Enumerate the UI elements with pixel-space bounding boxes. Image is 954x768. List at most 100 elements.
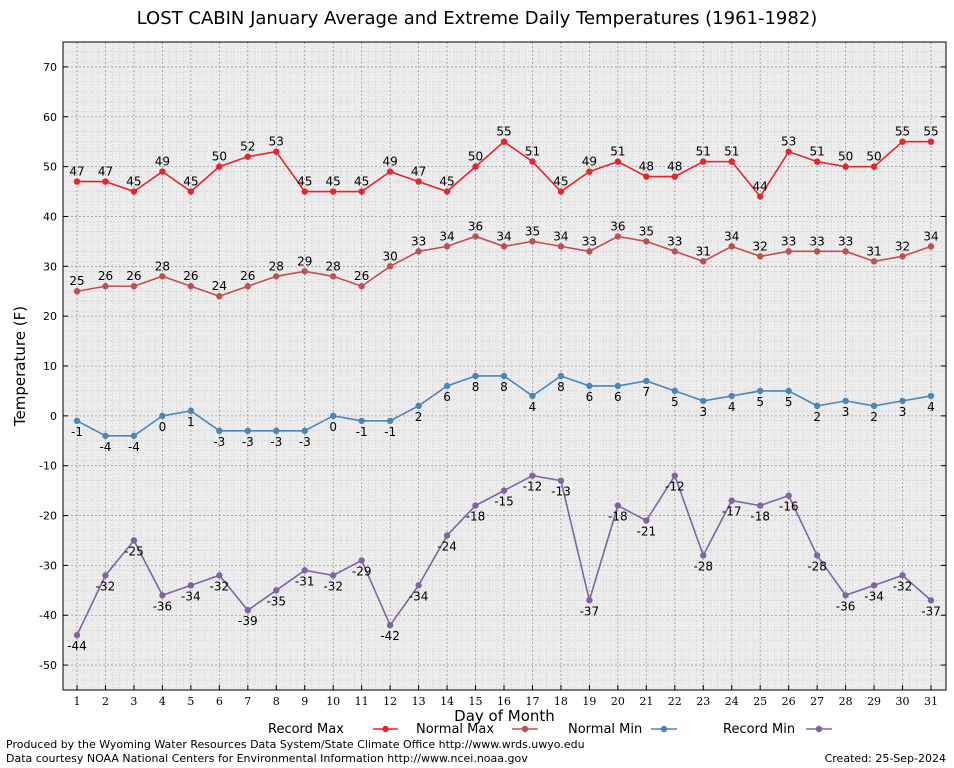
data-label: -13 (551, 485, 571, 499)
data-label: -25 (124, 544, 144, 558)
data-point (472, 233, 479, 240)
data-label: 45 (126, 175, 141, 189)
data-point (500, 372, 508, 380)
series-record-max: 47 47 45 49 45 50 52 53 45 45 45 49 47 45 50 55 51 45 49 51… (69, 125, 939, 200)
data-point (358, 283, 365, 290)
data-point (301, 427, 308, 434)
data-point (529, 392, 536, 400)
data-label: 36 (468, 219, 483, 233)
data-point (130, 188, 138, 195)
data-point (187, 582, 195, 589)
data-label: 44 (753, 180, 768, 194)
data-label: 49 (155, 155, 170, 169)
data-label: 50 (866, 150, 881, 164)
data-label: 50 (468, 150, 483, 164)
x-tick-label: 14 (440, 695, 454, 708)
data-label: 28 (269, 259, 284, 273)
y-tick-label: 70 (43, 61, 57, 74)
data-label: 4 (927, 400, 935, 414)
x-tick-label: 10 (326, 695, 340, 708)
x-tick-label: 29 (867, 695, 881, 708)
chart-title: LOST CABIN January Average and Extreme D… (136, 8, 818, 29)
data-label: 0 (329, 420, 337, 434)
data-label: -1 (71, 425, 83, 439)
data-label: 8 (500, 380, 508, 394)
data-label: 34 (553, 229, 568, 243)
data-label: -3 (299, 435, 311, 449)
data-label: -29 (352, 564, 372, 578)
data-label: 48 (639, 160, 654, 174)
data-point (785, 492, 792, 499)
created-date: Created: 25-Sep-2024 (824, 752, 946, 765)
data-point (159, 412, 166, 420)
x-tick-label: 31 (924, 695, 938, 708)
data-point (187, 188, 195, 195)
data-point (557, 372, 565, 380)
x-tick-label: 24 (725, 695, 739, 708)
data-label: 1 (187, 415, 195, 429)
data-label: 50 (212, 150, 227, 164)
data-point (102, 178, 109, 185)
data-point (330, 273, 337, 280)
data-label: 31 (696, 244, 711, 258)
data-label: 45 (439, 175, 454, 189)
legend-swatch-marker (660, 725, 668, 733)
data-label: -37 (921, 604, 941, 618)
data-point (757, 193, 764, 200)
data-point (529, 472, 536, 479)
data-label: 2 (813, 410, 821, 424)
data-point (386, 417, 394, 425)
data-point (813, 248, 821, 255)
data-point (813, 402, 821, 410)
data-label: -36 (153, 599, 173, 613)
data-label: 26 (183, 269, 198, 283)
data-point (557, 477, 565, 484)
data-label: -12 (665, 480, 685, 494)
data-label: -34 (864, 589, 884, 603)
data-point (216, 427, 223, 434)
data-label: 55 (496, 125, 511, 139)
data-point (870, 258, 878, 265)
data-label: 53 (781, 135, 796, 149)
data-point (386, 168, 394, 175)
data-point (671, 472, 678, 479)
data-point (899, 138, 906, 145)
data-point (557, 243, 565, 250)
data-label: -3 (213, 435, 225, 449)
data-label: 5 (671, 395, 679, 409)
y-tick-label: -10 (39, 460, 57, 473)
data-point (273, 148, 280, 155)
data-label: 45 (354, 175, 369, 189)
x-tick-label: 3 (130, 695, 137, 708)
data-point (472, 372, 479, 380)
data-label: 35 (639, 224, 654, 238)
data-point (557, 188, 565, 195)
data-point (187, 283, 195, 290)
y-axis-label: Temperature (F) (11, 306, 29, 427)
data-label: 32 (895, 239, 910, 253)
data-point (700, 552, 707, 559)
data-label: 30 (382, 249, 397, 263)
data-label: 3 (842, 405, 850, 419)
x-tick-label: 18 (554, 695, 568, 708)
data-point (216, 163, 223, 170)
data-point (159, 592, 166, 599)
x-tick-label: 26 (782, 695, 796, 708)
data-label: 34 (923, 229, 938, 243)
data-point (842, 592, 849, 599)
data-label: -4 (128, 440, 140, 454)
data-point (415, 178, 422, 185)
data-point (813, 552, 821, 559)
data-label: -39 (238, 614, 258, 628)
data-point (330, 412, 337, 420)
series-normal-max: 25 26 26 28 26 24 26 28 29 28 26 30 33 34 36 34 35 34 33 36… (69, 219, 939, 300)
data-point (301, 188, 308, 195)
data-point (728, 243, 735, 250)
data-label: 8 (557, 380, 565, 394)
data-point (586, 248, 593, 255)
data-point (614, 233, 622, 240)
data-point (472, 163, 479, 170)
data-point (813, 158, 821, 165)
data-point (927, 243, 935, 250)
